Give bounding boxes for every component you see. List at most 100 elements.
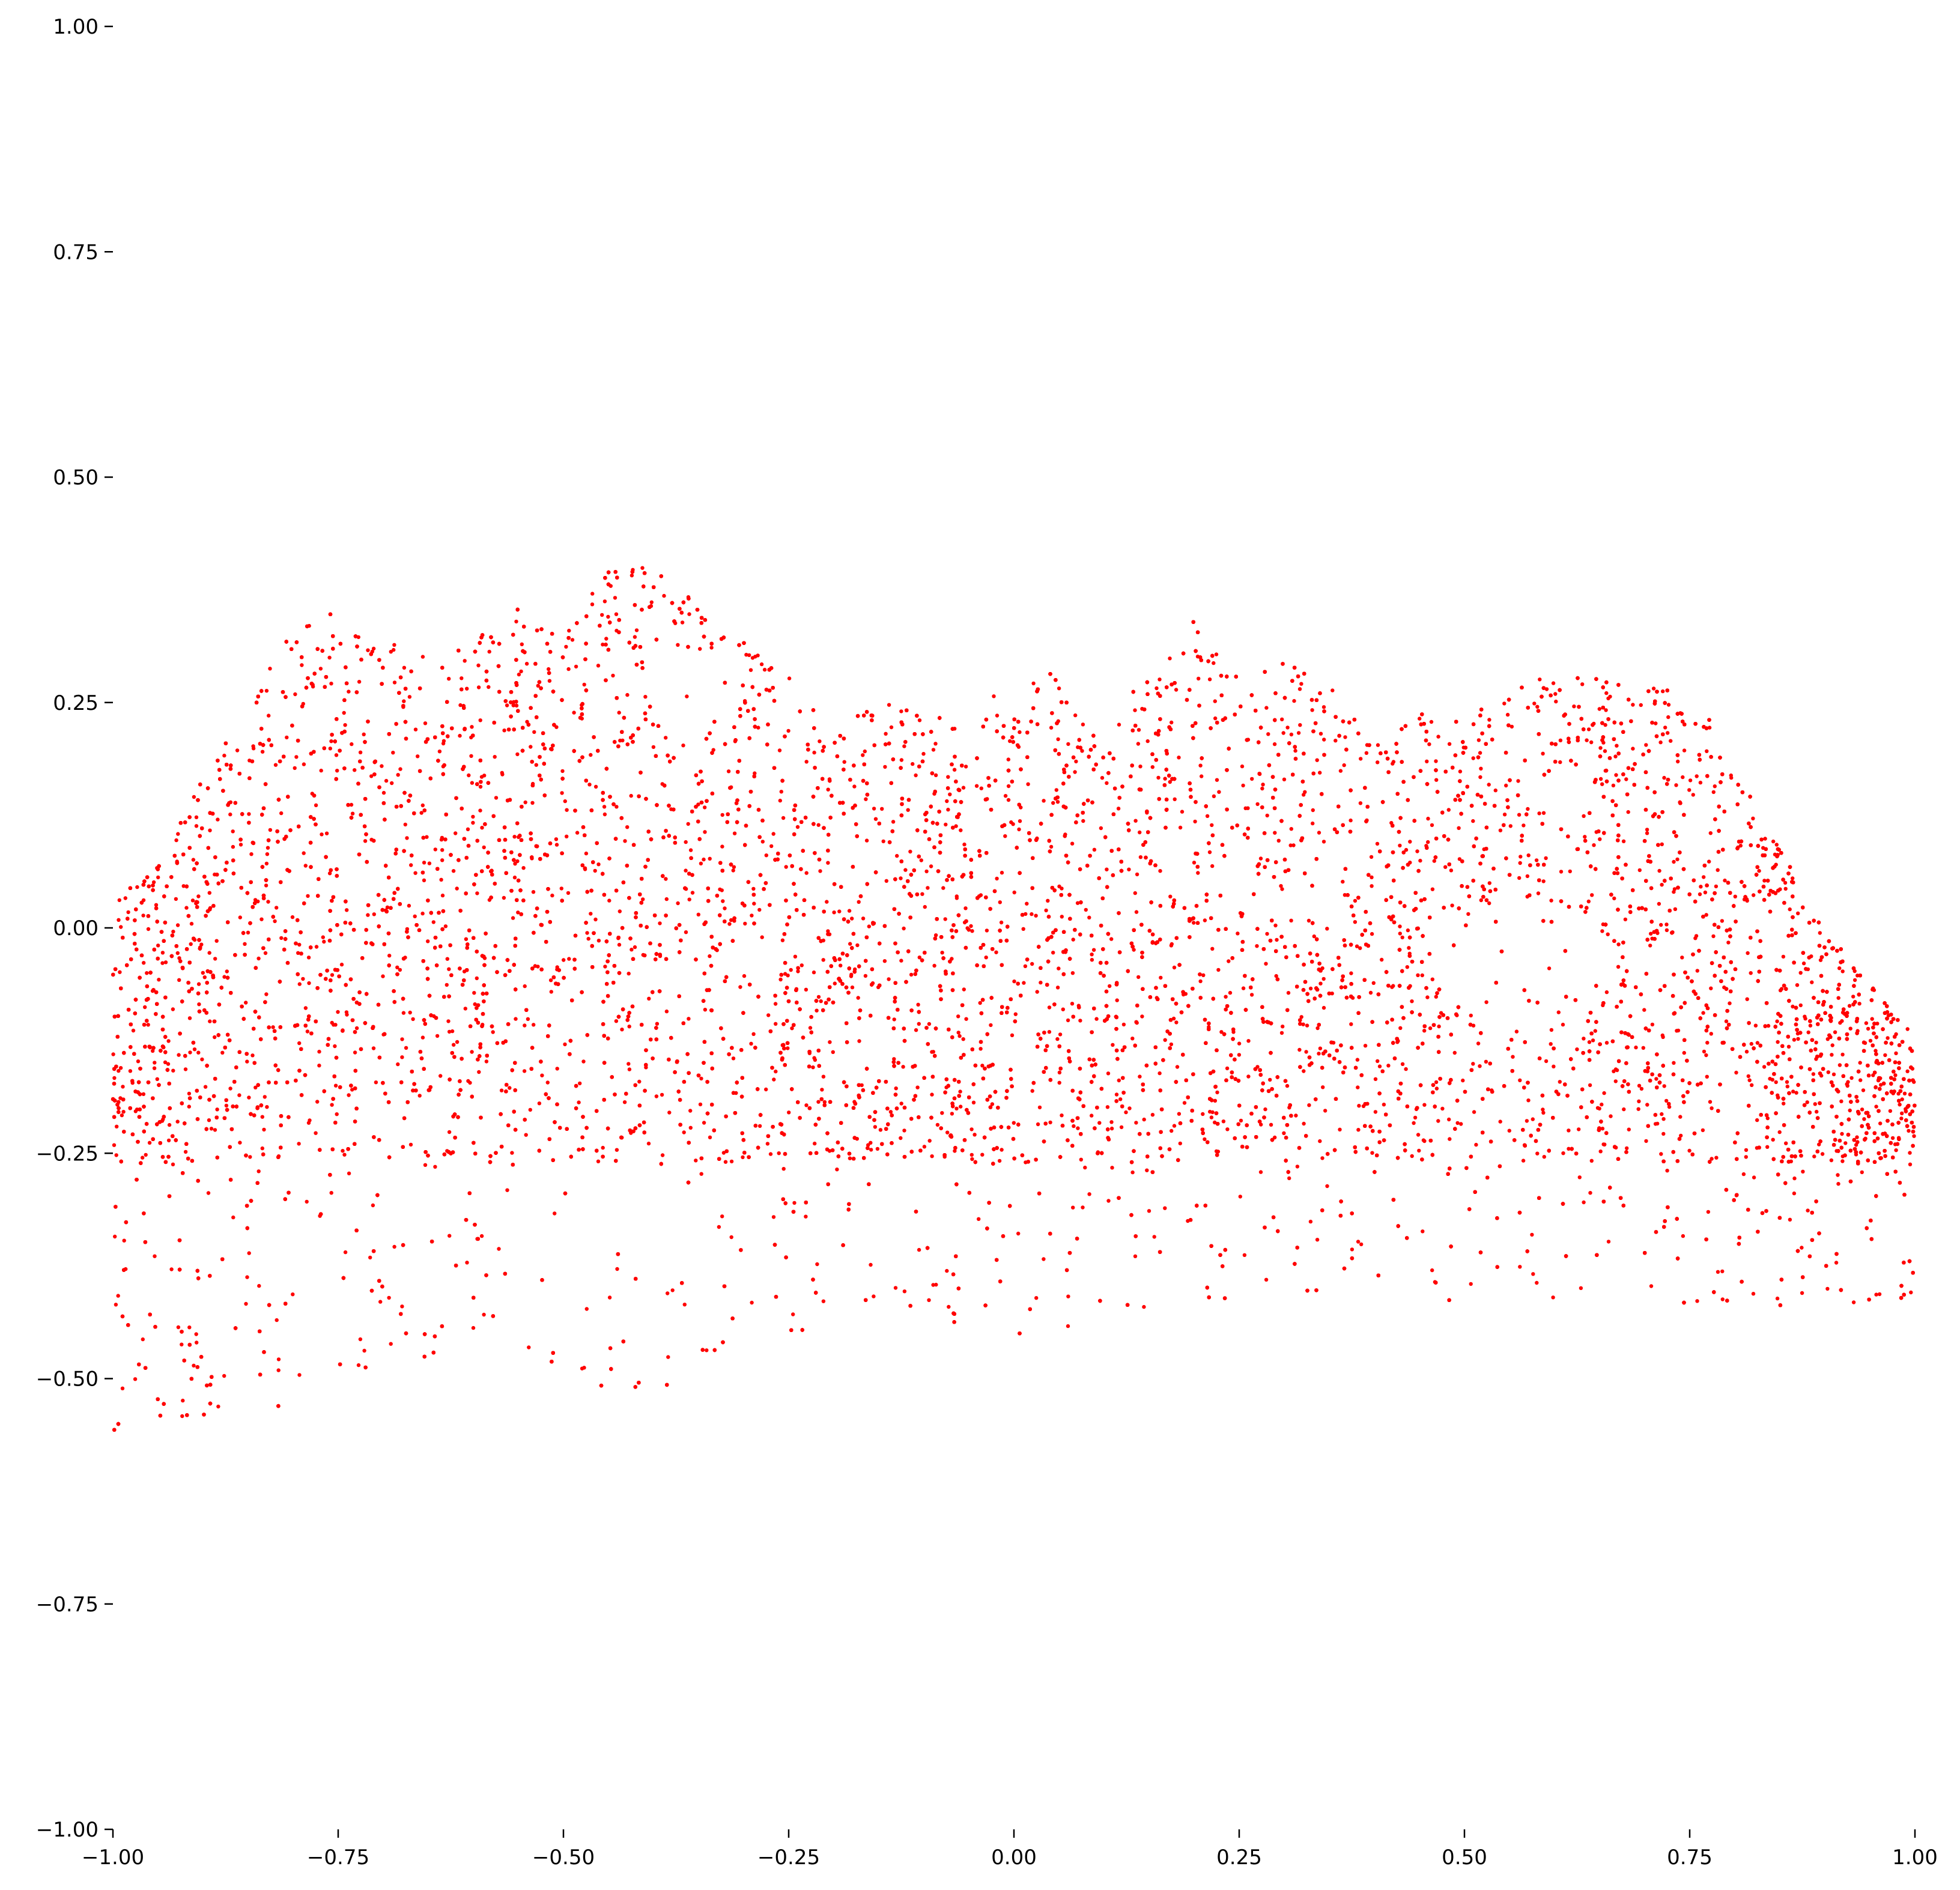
- scatter-point: [1281, 1025, 1285, 1029]
- scatter-point: [327, 871, 332, 876]
- scatter-point: [633, 945, 637, 950]
- scatter-point: [848, 942, 852, 946]
- scatter-point: [764, 1087, 768, 1092]
- scatter-point: [578, 1081, 582, 1086]
- scatter-point: [1765, 1116, 1770, 1121]
- scatter-point: [682, 1303, 687, 1307]
- scatter-point: [1657, 901, 1661, 906]
- scatter-point: [189, 921, 194, 926]
- scatter-point: [146, 1023, 150, 1027]
- scatter-point: [901, 1065, 905, 1069]
- scatter-point: [433, 1165, 437, 1169]
- scatter-point: [1308, 986, 1313, 991]
- scatter-point: [1709, 1032, 1713, 1036]
- scatter-point: [470, 1050, 474, 1054]
- scatter-point: [1559, 870, 1564, 874]
- scatter-point: [1678, 1115, 1682, 1119]
- scatter-point: [666, 1355, 670, 1359]
- scatter-point: [238, 1140, 242, 1145]
- scatter-point: [1318, 731, 1323, 736]
- scatter-point: [703, 830, 707, 834]
- scatter-point: [1662, 1084, 1666, 1088]
- scatter-point: [1829, 1158, 1834, 1163]
- scatter-point: [1298, 723, 1302, 727]
- scatter-point: [1330, 992, 1334, 996]
- scatter-point: [1518, 1265, 1522, 1269]
- scatter-point: [772, 1077, 776, 1082]
- scatter-point: [1074, 759, 1078, 764]
- scatter-point: [260, 1146, 264, 1151]
- scatter-point: [143, 1005, 147, 1010]
- scatter-point: [732, 831, 737, 835]
- scatter-point: [514, 1017, 518, 1021]
- scatter-point: [1907, 1128, 1911, 1133]
- scatter-point: [1860, 1107, 1864, 1112]
- scatter-point: [1210, 864, 1215, 868]
- scatter-point: [207, 891, 211, 895]
- scatter-point: [1212, 661, 1216, 665]
- scatter-point: [1552, 1064, 1556, 1069]
- scatter-point: [941, 886, 945, 890]
- scatter-point: [1236, 931, 1240, 936]
- scatter-point: [194, 824, 199, 828]
- scatter-point: [1704, 1053, 1708, 1058]
- scatter-point: [1376, 760, 1380, 765]
- scatter-point: [587, 783, 592, 787]
- scatter-point: [141, 1337, 145, 1342]
- scatter-point: [747, 653, 751, 658]
- scatter-point: [1695, 774, 1699, 778]
- scatter-point: [924, 869, 929, 874]
- scatter-point: [1418, 858, 1422, 863]
- scatter-point: [1484, 1059, 1488, 1064]
- scatter-point: [963, 765, 968, 769]
- scatter-point: [175, 951, 180, 956]
- scatter-point: [681, 744, 685, 748]
- scatter-point: [1861, 1088, 1866, 1092]
- scatter-point: [607, 898, 611, 903]
- scatter-point: [1786, 1044, 1791, 1049]
- scatter-point: [265, 846, 270, 850]
- scatter-point: [1579, 1286, 1583, 1290]
- scatter-point: [1440, 1106, 1445, 1111]
- scatter-point: [1373, 1110, 1378, 1114]
- scatter-point: [1057, 686, 1061, 691]
- scatter-point: [1818, 958, 1823, 962]
- scatter-point: [1514, 1029, 1519, 1034]
- scatter-point: [1370, 875, 1374, 880]
- scatter-point: [688, 1125, 693, 1130]
- scatter-point: [1436, 734, 1440, 739]
- scatter-point: [1018, 730, 1022, 734]
- scatter-point: [1241, 986, 1246, 990]
- scatter-point: [297, 1041, 302, 1046]
- scatter-point: [1687, 1148, 1691, 1153]
- scatter-point: [187, 1091, 192, 1096]
- scatter-point: [317, 1049, 321, 1054]
- scatter-point: [207, 1118, 211, 1122]
- scatter-point: [1100, 776, 1105, 780]
- scatter-point: [1219, 1030, 1224, 1034]
- scatter-point: [1710, 1106, 1714, 1110]
- scatter-point: [402, 699, 406, 703]
- scatter-point: [748, 668, 753, 672]
- scatter-point: [1428, 1026, 1433, 1031]
- scatter-point: [156, 943, 160, 948]
- scatter-point: [1582, 1200, 1586, 1205]
- scatter-point: [1158, 869, 1162, 873]
- scatter-point: [268, 667, 272, 671]
- scatter-point: [1762, 879, 1767, 883]
- scatter-point: [441, 741, 446, 746]
- scatter-point: [920, 892, 924, 896]
- scatter-point: [564, 644, 568, 649]
- scatter-point: [554, 843, 559, 847]
- scatter-point: [1173, 797, 1177, 802]
- scatter-point: [407, 695, 412, 699]
- scatter-point: [1055, 800, 1060, 804]
- scatter-point: [923, 904, 927, 909]
- scatter-point: [1060, 915, 1064, 919]
- scatter-point: [466, 1079, 470, 1083]
- scatter-point: [1522, 823, 1526, 828]
- scatter-point: [1531, 1272, 1535, 1276]
- scatter-point: [729, 1159, 734, 1164]
- scatter-point: [811, 1065, 815, 1070]
- scatter-point: [815, 1008, 819, 1013]
